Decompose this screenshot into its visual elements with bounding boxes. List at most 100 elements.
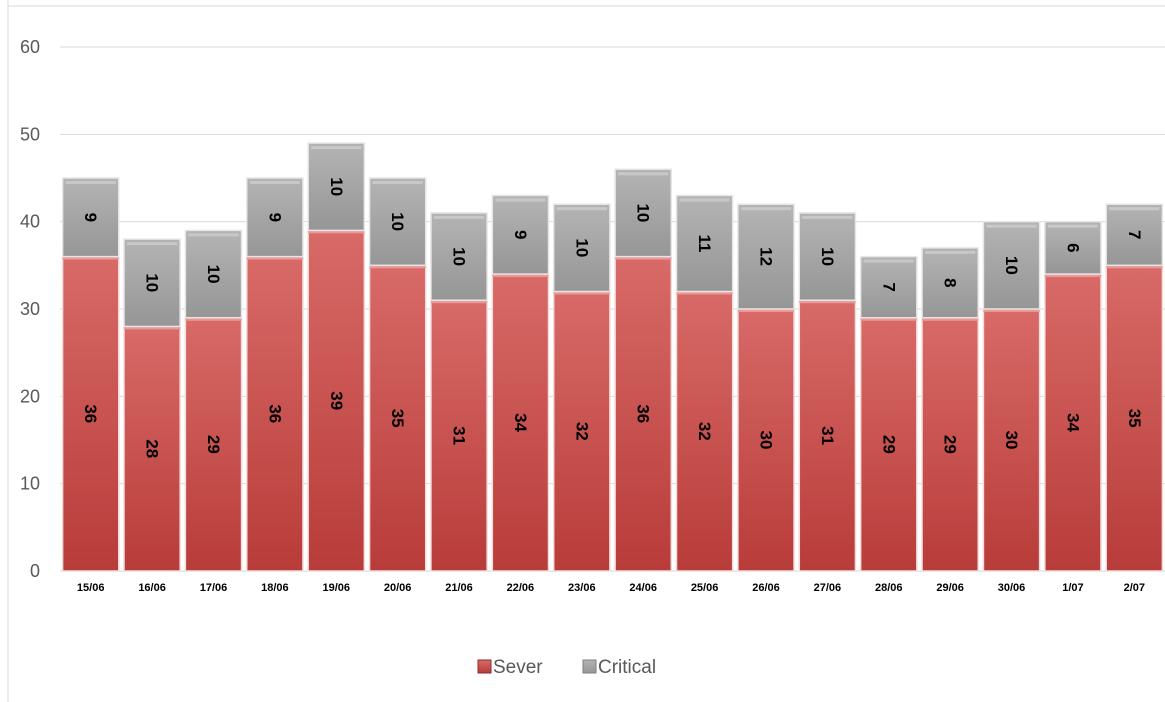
bar-critical-21/06 — [430, 212, 488, 302]
data-label-critical: 10 — [143, 273, 162, 292]
bar-highlight — [188, 233, 239, 237]
data-label-critical: 10 — [388, 212, 407, 231]
x-tick-label: 19/06 — [322, 582, 350, 594]
bar-highlight — [679, 198, 730, 202]
bar-sever-28/06 — [859, 316, 918, 572]
bar-critical-1/07 — [1044, 220, 1102, 275]
data-label-sever: 31 — [450, 426, 469, 445]
data-label-sever: 29 — [879, 435, 898, 454]
bar-highlight — [369, 265, 426, 269]
bar-highlight — [737, 309, 795, 312]
bar-highlight — [308, 230, 365, 234]
data-label-critical: 11 — [695, 235, 714, 253]
y-axis-tick-labels: 0 10 20 30 40 50 60 — [20, 37, 40, 581]
bar-critical-19/06 — [307, 142, 366, 232]
legend-swatch-critical — [582, 659, 597, 674]
bar-sever-19/06 — [307, 229, 366, 572]
y-tick-label: 60 — [20, 37, 40, 57]
bar-highlight — [1044, 274, 1102, 278]
x-tick-label: 26/06 — [752, 582, 780, 594]
y-tick-label: 10 — [20, 474, 40, 494]
bar-highlight — [553, 291, 610, 295]
bar-sever-23/06 — [552, 290, 611, 572]
bar-critical-27/06 — [798, 212, 857, 302]
bar-highlight — [65, 181, 116, 184]
bar-critical-30/06 — [982, 220, 1041, 310]
x-tick-label: 15/06 — [77, 582, 105, 594]
data-label-sever: 35 — [1125, 409, 1144, 428]
bar-highlight — [983, 309, 1040, 312]
bar-critical-16/06 — [123, 238, 181, 328]
x-tick-label: 18/06 — [261, 582, 289, 594]
data-label-critical: 7 — [879, 282, 898, 291]
y-tick-label: 40 — [20, 212, 40, 232]
x-tick-label: 29/06 — [936, 582, 964, 594]
bar-critical-24/06 — [614, 168, 673, 258]
bar-highlight — [556, 207, 607, 211]
bar-critical-26/06 — [737, 203, 795, 310]
data-label-critical: 10 — [450, 247, 469, 266]
bar-sever-18/06 — [246, 255, 304, 572]
y-tick-label: 30 — [20, 299, 40, 319]
x-axis-tick-labels: 15/06 16/06 17/06 18/06 19/06 20/06 21/06 22/06… — [77, 582, 1145, 594]
x-tick-label: 24/06 — [629, 582, 657, 594]
x-tick-label: 2/07 — [1124, 582, 1145, 594]
data-label-critical: 8 — [941, 278, 960, 287]
bar-critical-15/06 — [61, 177, 120, 258]
bar-highlight — [922, 317, 979, 321]
data-label-critical: 10 — [818, 247, 837, 266]
bar-critical-2/07 — [1105, 203, 1164, 267]
legend-label-sever: Sever — [493, 657, 543, 678]
bar-highlight — [615, 256, 672, 260]
bar-sever-29/06 — [921, 316, 979, 572]
legend-swatch-sever — [477, 659, 492, 674]
bar-highlight — [860, 317, 917, 321]
bar-highlight — [802, 215, 853, 219]
x-tick-label: 1/07 — [1062, 582, 1083, 594]
data-label-sever: 29 — [204, 435, 223, 454]
bar-highlight — [618, 172, 669, 176]
y-tick-label: 50 — [20, 124, 40, 144]
legend-label-critical: Critical — [598, 657, 656, 678]
x-tick-label: 20/06 — [384, 582, 412, 594]
y-tick-label: 20 — [20, 386, 40, 406]
data-label-critical: 9 — [81, 213, 100, 222]
bar-sever-24/06 — [614, 255, 673, 572]
bar-highlight — [799, 300, 856, 304]
bar-highlight — [433, 215, 485, 219]
bar-highlight — [185, 317, 242, 321]
data-label-sever: 36 — [81, 404, 100, 423]
x-tick-label: 28/06 — [875, 582, 903, 594]
bar-highlight — [492, 274, 549, 278]
data-label-sever: 36 — [634, 404, 653, 423]
gridlines — [60, 46, 1165, 572]
data-label-sever: 32 — [695, 422, 714, 441]
bar-highlight — [311, 146, 362, 150]
bar-highlight — [740, 207, 792, 211]
x-tick-label: 27/06 — [814, 582, 842, 594]
bar-sever-22/06 — [491, 273, 550, 572]
x-tick-label: 25/06 — [691, 582, 719, 594]
bar-highlight — [249, 181, 300, 184]
bar-sever-2/07 — [1105, 264, 1164, 572]
data-label-sever: 34 — [1063, 413, 1082, 432]
x-tick-label: 23/06 — [568, 582, 596, 594]
data-label-critical: 9 — [265, 213, 284, 222]
data-label-critical: 10 — [572, 238, 591, 257]
bar-highlight — [430, 300, 488, 304]
bar-highlight — [863, 259, 914, 263]
data-label-sever: 36 — [265, 404, 284, 423]
bar-highlight — [372, 181, 423, 184]
data-label-critical: 10 — [327, 177, 346, 196]
bar-critical-18/06 — [246, 177, 304, 258]
bar-critical-25/06 — [675, 194, 734, 293]
data-label-sever: 29 — [941, 435, 960, 454]
x-tick-label: 30/06 — [998, 582, 1026, 594]
bar-critical-22/06 — [491, 194, 550, 275]
bar-critical-20/06 — [368, 177, 427, 267]
bars — [61, 142, 1164, 572]
data-label-sever: 30 — [756, 431, 775, 450]
bar-critical-17/06 — [184, 229, 243, 319]
